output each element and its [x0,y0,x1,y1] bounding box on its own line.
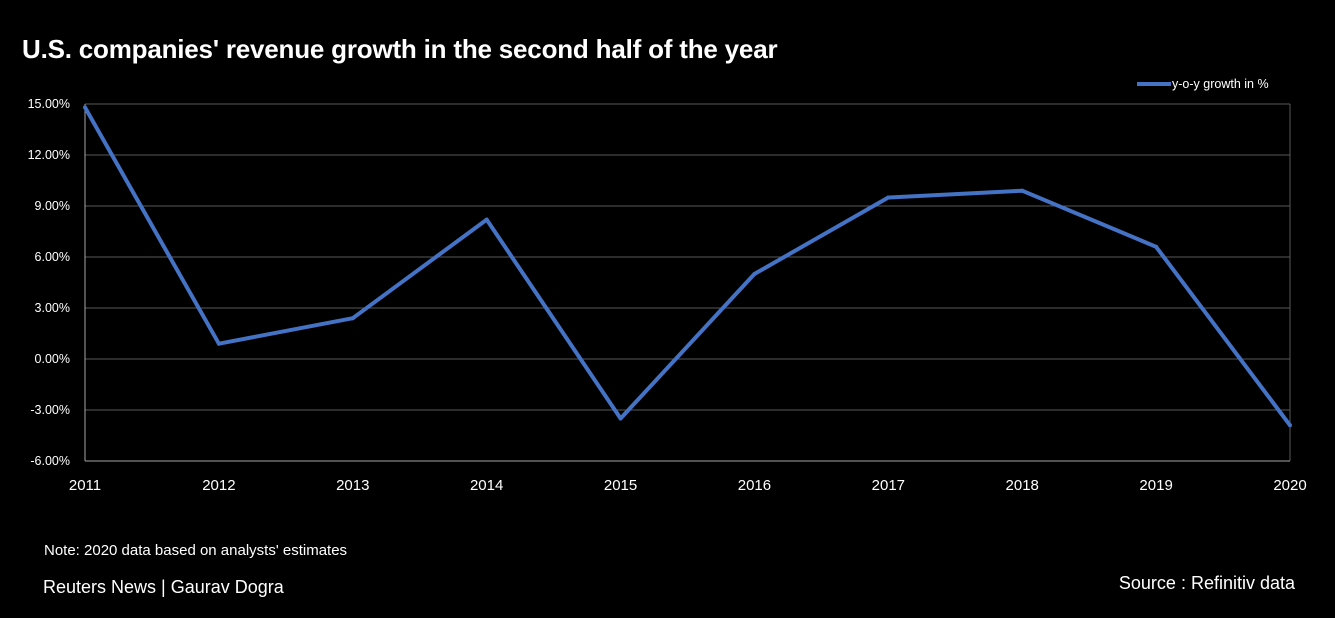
y-axis-tick-labels: 15.00% 12.00% 9.00% 6.00% 3.00% 0.00% -3.00% -6… [28,97,70,468]
series-line [83,106,1292,427]
series-lines [83,105,1292,428]
data-point [886,195,891,200]
y-tick-label: -3.00% [30,403,70,417]
x-tick-label: 2013 [336,477,369,494]
data-point [1154,244,1159,249]
data-point [484,217,489,222]
x-tick-label: 2018 [1006,477,1039,494]
data-point [1288,423,1292,428]
x-tick-label: 2012 [202,477,235,494]
data-point [1020,188,1025,193]
legend: y-o-y growth in % [1137,77,1269,91]
x-tick-label: 2016 [738,477,771,494]
source-line: Source : Refinitiv data [1118,573,1295,593]
y-tick-label: -6.00% [30,454,70,468]
data-point [752,272,757,276]
credit-line: Reuters News | Gaurav Dogra [43,577,284,597]
y-tick-label: 0.00% [35,352,70,366]
data-point [618,416,623,421]
x-axis-tick-labels: 2011 2012 2013 2014 2015 2016 2017 2018 2019 2020 [69,477,1307,494]
data-point [350,316,355,321]
axes [84,104,1291,462]
x-tick-label: 2019 [1139,477,1172,494]
y-tick-label: 12.00% [28,148,70,162]
x-tick-label: 2017 [872,477,905,494]
x-tick-label: 2015 [604,477,637,494]
x-tick-label: 2014 [470,477,503,494]
data-point [83,105,87,110]
legend-label: y-o-y growth in % [1172,77,1269,91]
gridlines [85,103,1290,411]
data-point [216,341,221,346]
footnote: Note: 2020 data based on analysts' estim… [44,542,348,559]
y-tick-label: 9.00% [35,199,70,213]
chart-title: U.S. companies' revenue growth in the se… [22,34,778,64]
x-tick-label: 2020 [1273,477,1306,494]
y-tick-label: 3.00% [35,301,70,315]
y-tick-label: 15.00% [28,97,70,111]
x-tick-label: 2011 [69,477,101,494]
y-tick-label: 6.00% [35,250,70,264]
